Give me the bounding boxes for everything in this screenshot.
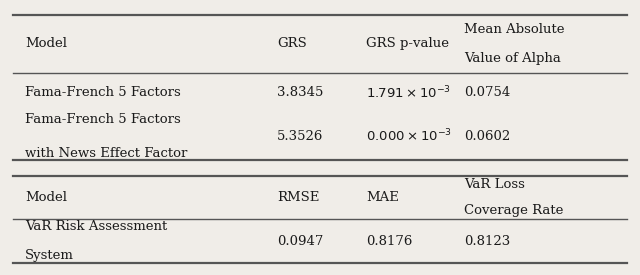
Text: GRS: GRS: [277, 37, 307, 50]
Text: 3.8345: 3.8345: [277, 86, 323, 99]
Text: Fama-French 5 Factors: Fama-French 5 Factors: [25, 112, 181, 125]
Text: Model: Model: [25, 191, 67, 204]
Text: GRS p-value: GRS p-value: [366, 37, 449, 50]
Text: $1.791\times 10^{-3}$: $1.791\times 10^{-3}$: [366, 84, 451, 101]
Text: VaR Risk Assessment: VaR Risk Assessment: [25, 220, 167, 233]
Text: Value of Alpha: Value of Alpha: [465, 52, 561, 65]
Text: RMSE: RMSE: [277, 191, 319, 204]
Text: Fama-French 5 Factors: Fama-French 5 Factors: [25, 86, 181, 99]
Text: Coverage Rate: Coverage Rate: [465, 204, 564, 217]
Text: 0.8176: 0.8176: [366, 235, 412, 248]
Text: 0.0947: 0.0947: [277, 235, 323, 248]
Text: 5.3526: 5.3526: [277, 130, 323, 143]
Text: Model: Model: [25, 37, 67, 50]
Text: 0.0754: 0.0754: [465, 86, 511, 99]
Text: System: System: [25, 249, 74, 262]
Text: 0.8123: 0.8123: [465, 235, 511, 248]
Text: 0.0602: 0.0602: [465, 130, 511, 143]
Text: Mean Absolute: Mean Absolute: [465, 23, 565, 36]
Text: MAE: MAE: [366, 191, 399, 204]
Text: VaR Loss: VaR Loss: [465, 178, 525, 191]
Text: with News Effect Factor: with News Effect Factor: [25, 147, 188, 160]
Text: $0.000\times 10^{-3}$: $0.000\times 10^{-3}$: [366, 128, 452, 144]
